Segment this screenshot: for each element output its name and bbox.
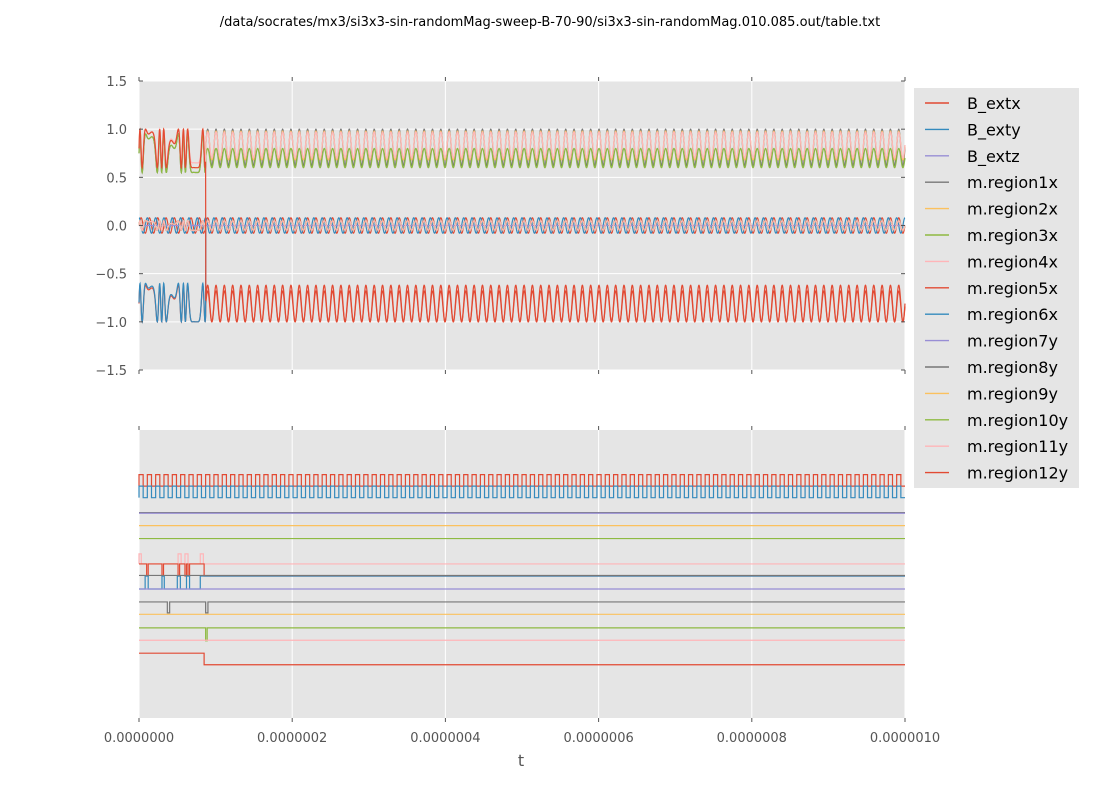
x-tick-label: 0.0000004 [410, 731, 480, 746]
bottom-track-8 [139, 563, 905, 577]
bottom-track-9 [139, 575, 905, 590]
legend-label-m.region7y: m.region7y [967, 332, 1058, 351]
x-tick-label: 0.0000002 [257, 731, 327, 746]
legend-label-m.region10y: m.region10y [967, 411, 1068, 430]
legend-label-m.region5x: m.region5x [967, 279, 1058, 298]
x-axis-label: t [518, 751, 524, 770]
bottom-grid [138, 430, 906, 718]
legend-label-m.region9y: m.region9y [967, 384, 1058, 403]
legend: B_extx B_exty B_extz m.region1x m.region2x m.… [914, 88, 1079, 488]
y-tick-label: −1.5 [95, 364, 127, 379]
top-plot-panel: 1.5 1.0 0.5 0.0 −0.5 −1.0 −1.5 [95, 75, 906, 722]
legend-label-B_exty: B_exty [967, 120, 1021, 140]
legend-label-m.region2x: m.region2x [967, 200, 1058, 219]
bottom-ticks: 0.0000000 0.0000002 0.0000004 0.0000006 0.00… [104, 731, 940, 746]
legend-label-m.region12y: m.region12y [967, 464, 1068, 483]
bottom-series-lines [138, 474, 905, 666]
y-tick-label: 1.5 [106, 75, 127, 90]
legend-label-m.region4x: m.region4x [967, 252, 1058, 271]
series-line-m.region12y [138, 127, 906, 323]
x-tick-label: 0.0000010 [870, 731, 940, 746]
bottom-track-2 [138, 485, 905, 499]
x-tick-label: 0.0000006 [563, 731, 633, 746]
x-tick-label: 0.0000000 [104, 731, 174, 746]
y-tick-label: 0.5 [106, 171, 127, 186]
bottom-track-16 [139, 652, 905, 666]
series-line-m.region11y [138, 219, 906, 232]
y-tick-label: −0.5 [95, 268, 127, 283]
series-line-m.region4x [138, 126, 906, 165]
legend-label-m.region8y: m.region8y [967, 358, 1058, 377]
legend-label-m.region3x: m.region3x [967, 226, 1058, 245]
y-tick-label: 1.0 [106, 123, 127, 138]
y-tick-label: −1.0 [95, 316, 127, 331]
top-series-lines [138, 126, 906, 324]
chart-title: /data/socrates/mx3/si3x3-sin-randomMag-s… [220, 15, 880, 30]
legend-label-B_extx: B_extx [967, 94, 1021, 114]
legend-label-m.region11y: m.region11y [967, 437, 1068, 456]
x-tick-label: 0.0000008 [717, 731, 787, 746]
bottom-plot-area [139, 430, 905, 718]
y-tick-label: 0.0 [106, 220, 127, 235]
legend-label-m.region1x: m.region1x [967, 173, 1058, 192]
series-line-m.region3x [138, 132, 906, 175]
top-ticks: 1.5 1.0 0.5 0.0 −0.5 −1.0 −1.5 [95, 75, 906, 722]
bottom-track-12 [139, 601, 905, 614]
legend-label-B_extz: B_extz [967, 147, 1020, 167]
bottom-plot-panel: 0.0000000 0.0000002 0.0000004 0.0000006 0.00… [104, 430, 940, 746]
legend-label-m.region6x: m.region6x [967, 305, 1058, 324]
